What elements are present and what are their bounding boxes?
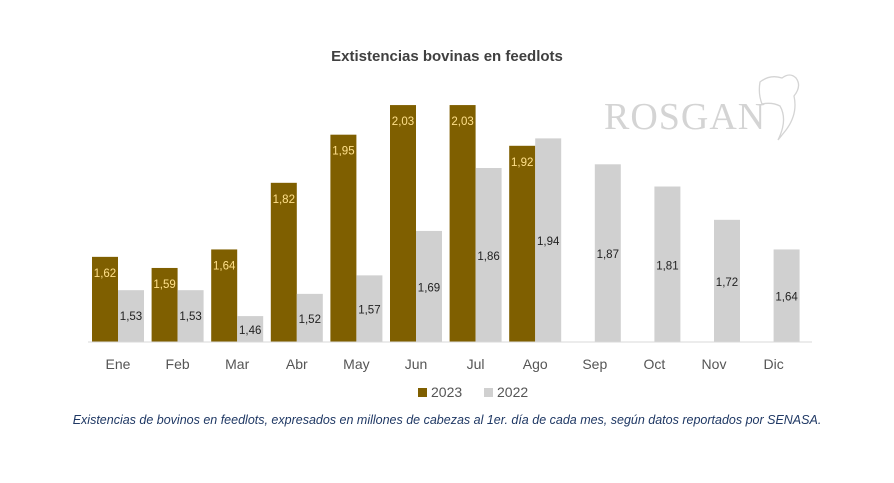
data-label-2023-feb: 1,59	[153, 279, 175, 291]
data-label-2022-ene: 1,53	[120, 311, 142, 323]
data-label-2022-nov: 1,72	[716, 277, 738, 289]
bar-2022-nov	[714, 219, 740, 342]
x-tick-label: Jun	[405, 356, 428, 372]
bar-chart: 1,62 1,53 Ene 1,59 1,53 Feb 1,64 1,46 Mar 1,82 1,5…	[88, 74, 812, 400]
bar-2023-may	[330, 134, 357, 342]
data-label-2022-dic: 1,64	[775, 292, 798, 304]
data-label-2022-sep: 1,87	[597, 249, 619, 261]
legend-label-2022: 2022	[497, 384, 528, 400]
x-tick-label: Mar	[225, 356, 249, 372]
data-label-2023-may: 1,95	[332, 146, 354, 158]
data-label-2023-jun: 2,03	[392, 116, 414, 128]
x-tick-label: Oct	[644, 356, 666, 372]
bar-2022-feb	[177, 290, 204, 342]
bar-2022-oct	[654, 186, 681, 342]
bar-2022-jun	[416, 230, 442, 342]
bar-2022-sep	[594, 164, 621, 342]
bar-2022-ago	[535, 138, 562, 342]
data-label-2023-jul: 2,03	[451, 116, 473, 128]
bar-2023-abr	[270, 182, 297, 342]
bar-2022-jul	[475, 168, 502, 342]
bar-2023-ago	[509, 145, 536, 342]
bar-2022-ene	[118, 290, 144, 342]
bar-2023-ene	[92, 256, 118, 342]
data-label-2022-oct: 1,81	[656, 260, 678, 272]
x-tick-label: Ene	[106, 356, 131, 372]
legend-swatch-2023	[418, 388, 427, 397]
x-tick-label: Dic	[763, 356, 783, 372]
bar-2022-dic	[773, 249, 800, 342]
bar-2023-jul	[449, 105, 476, 343]
chart-caption: Existencias de bovinos en feedlots, expr…	[72, 413, 822, 427]
bar-2022-may	[356, 275, 383, 342]
data-label-2022-abr: 1,52	[299, 314, 321, 326]
x-tick-label: Nov	[702, 356, 727, 372]
data-label-2022-mar: 1,46	[239, 325, 261, 337]
data-label-2023-abr: 1,82	[273, 194, 295, 206]
x-tick-label: May	[343, 356, 369, 372]
bar-2023-jun	[390, 105, 416, 343]
data-label-2022-jul: 1,86	[477, 251, 499, 263]
data-label-2022-may: 1,57	[358, 305, 380, 317]
rosgan-logo: ROSGAN	[604, 96, 767, 138]
chart-title: Extistencias bovinas en feedlots	[331, 48, 563, 65]
bar-2022-abr	[296, 293, 323, 342]
x-tick-label: Sep	[582, 356, 607, 372]
data-label-2022-jun: 1,69	[418, 282, 440, 294]
x-tick-label: Jul	[467, 356, 485, 372]
data-label-2023-mar: 1,64	[213, 260, 236, 272]
legend-swatch-2022	[484, 388, 493, 397]
x-tick-label: Abr	[286, 356, 308, 372]
data-label-2022-ago: 1,94	[537, 236, 560, 248]
data-label-2022-feb: 1,53	[179, 311, 201, 323]
x-tick-label: Ago	[523, 356, 548, 372]
legend-label-2023: 2023	[431, 384, 462, 400]
data-label-2023-ago: 1,92	[511, 157, 533, 169]
data-label-2023-ene: 1,62	[94, 268, 116, 280]
bar-2023-feb	[151, 267, 178, 342]
x-tick-label: Feb	[166, 356, 190, 372]
cow-icon	[758, 74, 800, 141]
bar-2022-mar	[237, 316, 264, 342]
bar-2023-mar	[211, 249, 238, 342]
